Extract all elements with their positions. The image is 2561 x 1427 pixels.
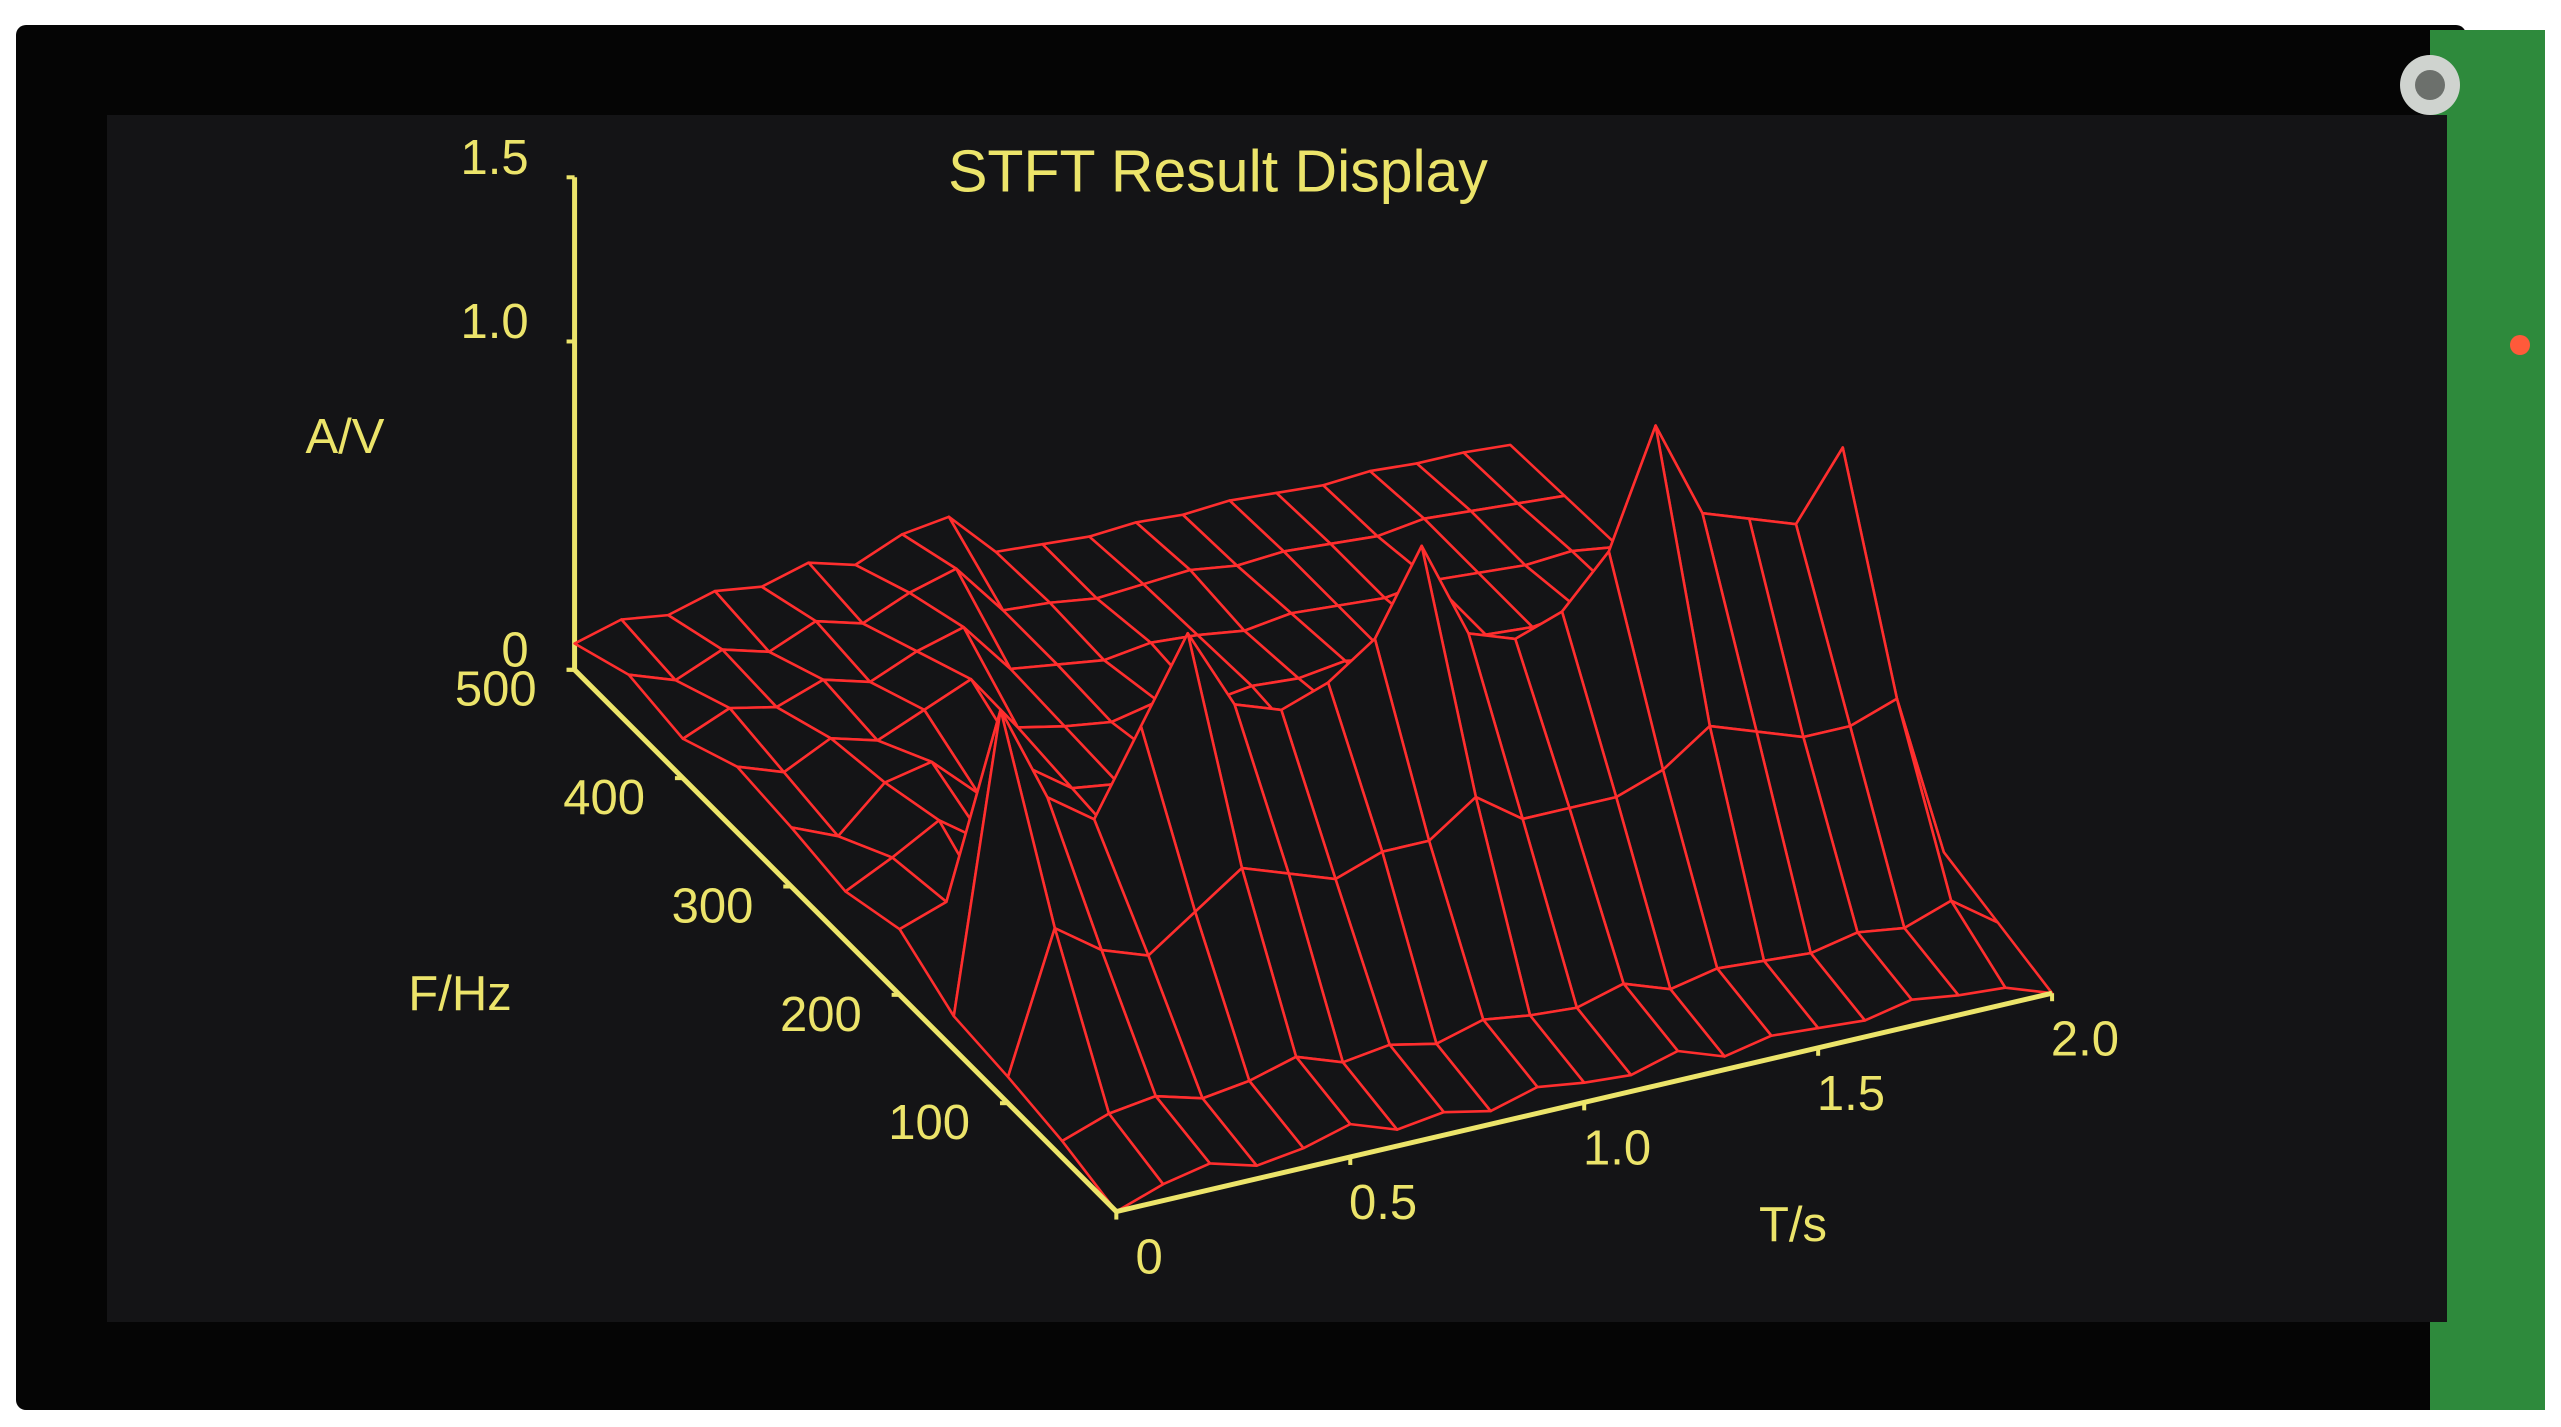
z-axis-label: A/V xyxy=(306,410,385,464)
z-tick-label: 0 xyxy=(501,623,528,677)
plot: 0 1.0 1.5 0 0.5 1.0 1.5 2.0 100 200 300 400 500 xyxy=(455,131,2119,1285)
y-tick-label: 100 xyxy=(888,1096,970,1150)
mount-hole-center xyxy=(2415,70,2445,100)
x-tick-label: 1.5 xyxy=(1817,1067,1885,1121)
z-tick-label: 1.5 xyxy=(460,131,528,185)
y-axis-label: F/Hz xyxy=(408,967,511,1021)
x-tick-label: 0 xyxy=(1136,1231,1163,1285)
x-axis-label: T/s xyxy=(1759,1198,1827,1252)
chart-title: STFT Result Display xyxy=(948,139,1488,205)
x-tick-label: 1.0 xyxy=(1583,1122,1651,1176)
x-tick-label: 2.0 xyxy=(2051,1012,2119,1066)
y-axis xyxy=(572,668,1119,1214)
led xyxy=(2510,335,2530,355)
surface-cell xyxy=(1060,1112,1165,1213)
y-tick-label: 300 xyxy=(672,879,754,933)
x-tick-label: 0.5 xyxy=(1349,1176,1417,1230)
y-tick-label: 500 xyxy=(455,663,537,717)
y-tick-label: 400 xyxy=(563,771,645,825)
y-tick-label: 200 xyxy=(780,988,862,1042)
z-tick-label: 1.0 xyxy=(460,295,528,349)
